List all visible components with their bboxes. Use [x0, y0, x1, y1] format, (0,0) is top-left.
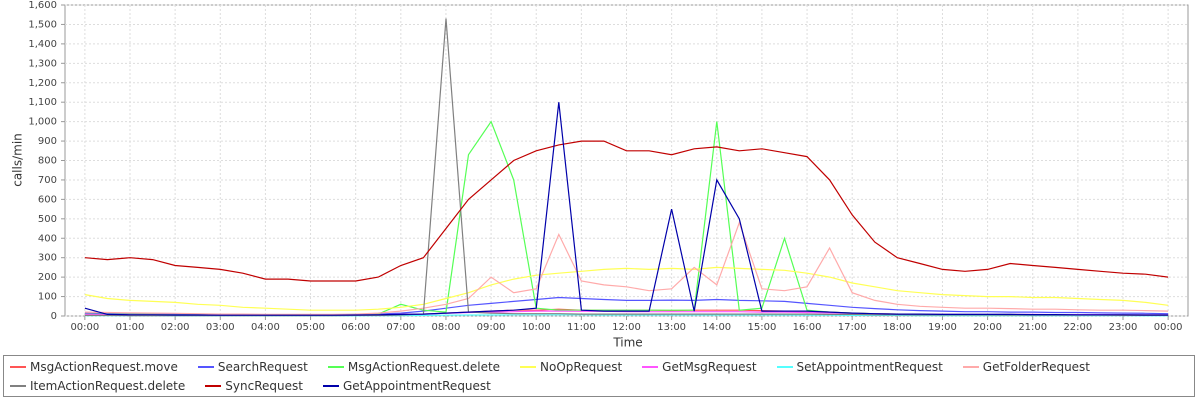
- y-tick-label: 600: [38, 194, 57, 205]
- legend-label: GetMsgRequest: [662, 359, 757, 374]
- x-tick-label: 12:00: [612, 322, 641, 333]
- legend-item: MsgActionRequest.move: [10, 358, 178, 376]
- y-tick-label: 400: [38, 233, 57, 244]
- y-tick-label: 1,400: [28, 39, 57, 50]
- legend-item: SetAppointmentRequest: [776, 358, 943, 376]
- legend-item: GetAppointmentRequest: [322, 377, 491, 395]
- series-line: [84, 220, 1169, 315]
- legend-swatch: [327, 365, 344, 368]
- y-tick-label: 1,500: [28, 19, 57, 30]
- x-tick-label: 15:00: [747, 322, 776, 333]
- y-tick-label: 300: [38, 253, 57, 264]
- x-tick-label: 03:00: [206, 322, 235, 333]
- legend-item: GetFolderRequest: [962, 358, 1091, 376]
- y-tick-label: 100: [38, 292, 57, 303]
- x-axis-title: Time: [612, 336, 642, 350]
- y-axis-title: calls/min: [11, 133, 25, 187]
- legend-item: GetMsgRequest: [642, 358, 757, 376]
- legend-label: GetAppointmentRequest: [342, 378, 491, 393]
- x-tick-label: 19:00: [928, 322, 957, 333]
- legend-swatch: [776, 365, 793, 368]
- series-line: [84, 266, 1169, 311]
- y-tick-label: 900: [38, 136, 57, 147]
- x-tick-label: 23:00: [1109, 322, 1138, 333]
- y-tick-label: 1,000: [28, 117, 57, 128]
- legend-swatch: [962, 365, 979, 368]
- x-tick-label: 07:00: [386, 322, 415, 333]
- legend-swatch: [642, 365, 659, 368]
- x-tick-label: 18:00: [883, 322, 912, 333]
- y-tick-label: 0: [51, 311, 57, 322]
- x-tick-label: 06:00: [341, 322, 370, 333]
- y-tick-label: 1,100: [28, 97, 57, 108]
- legend-swatch: [10, 384, 26, 387]
- x-tick-label: 22:00: [1063, 322, 1092, 333]
- legend-label: SearchRequest: [217, 359, 308, 374]
- x-tick-label: 02:00: [161, 322, 190, 333]
- legend-label: SyncRequest: [225, 378, 303, 393]
- y-tick-label: 700: [38, 175, 57, 186]
- legend-label: MsgActionRequest.delete: [347, 359, 501, 374]
- legend-swatch: [197, 365, 214, 368]
- x-tick-label: 08:00: [432, 322, 461, 333]
- x-tick-label: 00:00: [1154, 322, 1183, 333]
- legend: MsgActionRequest.move SearchRequest MsgAct…: [3, 355, 1195, 397]
- x-tick-label: 05:00: [296, 322, 325, 333]
- legend-swatch: [10, 365, 26, 368]
- legend-swatch: [520, 365, 537, 368]
- legend-item: SearchRequest: [197, 358, 308, 376]
- legend-label: ItemActionRequest.delete: [30, 378, 186, 393]
- x-tick-label: 16:00: [793, 322, 822, 333]
- chart: Time calls/min 0 100 200 300 400 500 600 700 800…: [11, 0, 1189, 350]
- x-tick-label: 14:00: [702, 322, 731, 333]
- x-tick-label: 09:00: [477, 322, 506, 333]
- legend-item: ItemActionRequest.delete: [10, 377, 185, 395]
- x-tick-label: 01:00: [116, 322, 145, 333]
- x-tick-label: 21:00: [1018, 322, 1047, 333]
- legend-label: SetAppointmentRequest: [796, 359, 943, 374]
- x-tick-label: 11:00: [567, 322, 596, 333]
- x-tick-label: 10:00: [522, 322, 551, 333]
- series-line: [84, 102, 1169, 316]
- x-tick-label: 20:00: [973, 322, 1002, 333]
- legend-label: MsgActionRequest.move: [30, 359, 178, 374]
- legend-label: NoOpRequest: [540, 359, 623, 374]
- x-tick-label: 13:00: [657, 322, 686, 333]
- y-tick-label: 500: [38, 214, 57, 225]
- x-tick-label: 00:00: [70, 322, 99, 333]
- legend-swatch: [322, 384, 339, 387]
- y-tick-label: 1,300: [28, 58, 57, 69]
- x-tick-label: 04:00: [251, 322, 280, 333]
- y-tick-label: 1,600: [28, 0, 57, 11]
- legend-item: NoOpRequest: [520, 358, 622, 376]
- x-tick-label: 17:00: [838, 322, 867, 333]
- legend-item: MsgActionRequest.delete: [327, 358, 501, 376]
- series-line: [84, 140, 1169, 282]
- legend-label: GetFolderRequest: [982, 359, 1091, 374]
- y-tick-label: 800: [38, 156, 57, 167]
- y-tick-label: 1,200: [28, 78, 57, 89]
- y-tick-label: 200: [38, 272, 57, 283]
- legend-swatch: [205, 384, 222, 387]
- legend-item: SyncRequest: [205, 377, 303, 395]
